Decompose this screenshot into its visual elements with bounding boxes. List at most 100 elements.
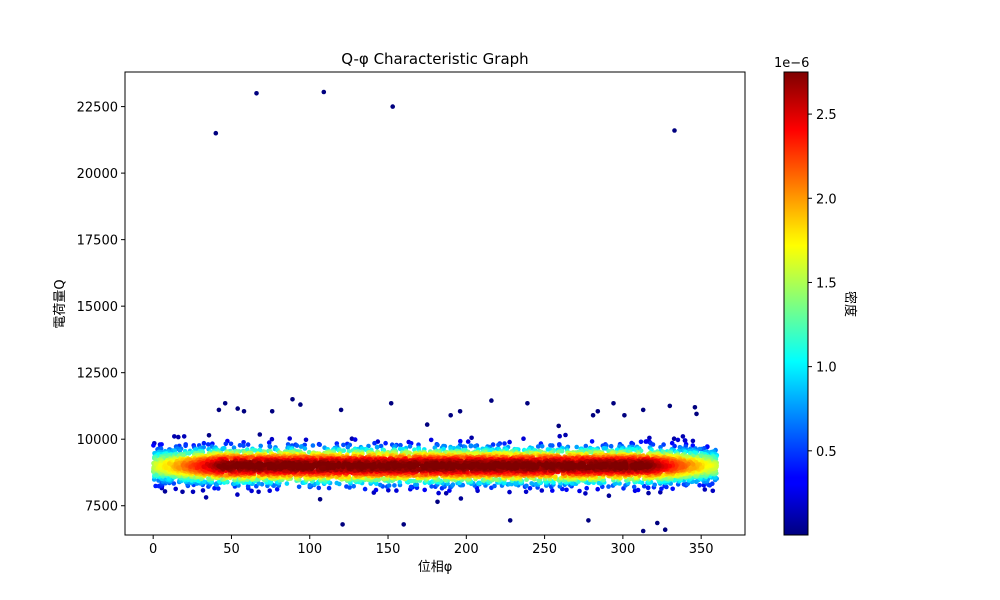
density-point [670,486,675,492]
density-point [465,439,471,444]
density-point [680,464,685,470]
density-point [521,436,526,442]
density-point [176,434,181,440]
density-point [158,462,163,468]
density-point [180,489,185,495]
density-point [550,488,555,493]
density-point [267,444,273,450]
density-point [407,444,413,449]
density-point [697,446,702,452]
density-point [298,444,304,449]
density-point [383,440,388,446]
density-point [428,437,434,443]
chart-title: Q-φ Characteristic Graph [341,50,528,68]
density-point [533,482,539,487]
density-point [397,479,403,485]
density-point [256,489,261,495]
density-point [641,483,647,489]
density-point [303,437,309,443]
density-point [414,482,420,487]
density-point [351,484,357,489]
density-point [237,443,243,448]
density-point [468,443,474,449]
density-point [386,488,391,493]
density-point [649,447,654,452]
density-point [557,433,562,439]
density-point [201,440,207,446]
density-point [256,481,262,486]
density-point [646,490,651,496]
density-point [386,483,392,488]
density-point [589,439,595,444]
density-point [545,447,551,452]
density-point [352,437,358,442]
density-point [671,436,677,442]
density-point [697,483,702,488]
density-point [458,496,464,501]
density-point [241,440,246,445]
density-point [203,495,209,500]
density-point [460,482,466,488]
density-point [269,436,275,442]
density-point [374,444,380,450]
density-point [507,489,512,495]
density-point [153,483,158,489]
density-point [249,488,254,494]
density-point [435,499,440,505]
density-point [450,482,456,487]
density-point [527,486,533,491]
density-point [376,477,382,483]
density-point [490,442,496,447]
density-point [583,443,589,449]
density-point [680,434,686,439]
density-point [267,488,273,494]
density-point [539,488,545,493]
density-point [231,445,237,451]
density-point [422,487,428,493]
density-point [373,487,379,493]
density-point [710,481,715,487]
density-point [583,491,588,496]
density-point [469,435,474,441]
density-point [163,465,169,471]
density-point [710,488,716,494]
density-point [675,437,681,443]
density-point [408,484,414,490]
density-point [690,438,696,444]
density-point [647,435,652,441]
density-point [597,476,602,482]
density-point [524,483,529,489]
density-point [502,480,507,486]
density-point [173,486,178,492]
density-point [502,441,507,446]
density-point [302,446,308,451]
density-point [595,486,600,492]
density-point [228,441,234,447]
density-point [529,481,534,486]
density-point [652,482,657,488]
density-point [206,433,212,438]
density-point [650,442,656,447]
density-point [186,451,192,456]
density-point [606,493,612,499]
density-point [392,483,397,488]
density-point [672,443,677,449]
density-point [347,485,352,490]
density-point [183,443,188,449]
density-point [587,449,593,455]
density-point [284,481,290,486]
density-point [180,463,186,468]
density-point [394,488,399,493]
density-point [492,483,497,489]
density-point [266,440,272,445]
density-point [287,436,293,441]
density-point [577,488,582,494]
density-point [245,484,251,489]
density-point [635,487,641,493]
density-point [690,462,696,467]
density-point [212,485,217,491]
density-point [200,488,206,493]
density-point [176,465,182,470]
density-point [151,443,156,448]
